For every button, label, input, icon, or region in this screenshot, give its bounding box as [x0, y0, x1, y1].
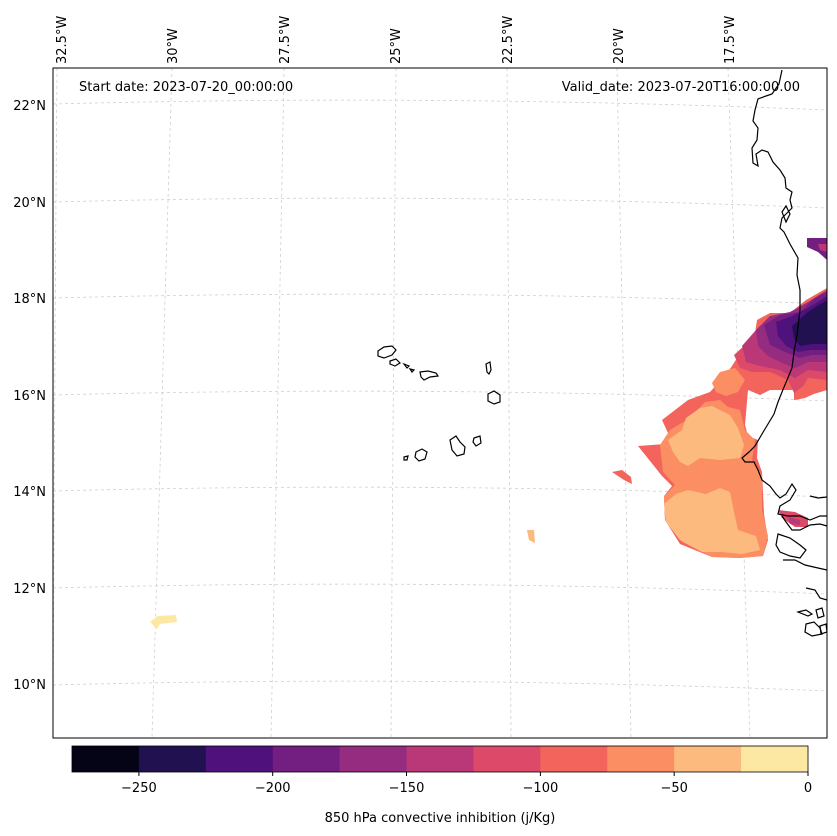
cin-fill-band-75-100 [795, 384, 818, 400]
lon-label: 30°W [166, 28, 181, 64]
lon-label: 22.5°W [501, 16, 516, 64]
colorbar-swatch [741, 746, 809, 772]
colorbar-tick-label: −150 [389, 781, 425, 796]
lat-label: 22°N [13, 99, 46, 114]
lat-label: 10°N [13, 678, 46, 693]
colorbar-swatch [72, 746, 140, 772]
lat-label: 20°N [13, 196, 46, 211]
cin-fill-band-0-25 [150, 615, 177, 629]
lon-label: 20°W [612, 28, 627, 64]
colorbar-swatch [540, 746, 608, 772]
start-date-label: Start date: 2023-07-20_00:00:00 [79, 80, 293, 95]
cin-fill-band-0-25 [527, 530, 535, 543]
lon-label: 32.5°W [55, 16, 70, 64]
map-frame [52, 67, 828, 739]
colorbar-swatch [607, 746, 675, 772]
cin-fill-band-125-150 [818, 244, 827, 252]
colorbar-swatch [473, 746, 541, 772]
valid-date-label: Valid_date: 2023-07-20T16:00:00.00 [562, 80, 800, 95]
cin-fill-band-25-50 [664, 488, 760, 554]
lat-label: 18°N [13, 292, 46, 307]
colorbar-swatches [72, 746, 809, 772]
lat-label: 12°N [13, 582, 46, 597]
colorbar-tick-label: −100 [523, 781, 559, 796]
lat-label: 16°N [13, 389, 46, 404]
colorbar-ticks: −250 −200 −150 −100 −50 0 [121, 772, 812, 796]
lon-label: 17.5°W [723, 16, 738, 64]
cin-fill-band-125-150 [788, 517, 800, 525]
cin-fill-band-25-50 [668, 406, 744, 466]
colorbar-swatch [674, 746, 742, 772]
colorbar-swatch [406, 746, 474, 772]
colorbar-swatch [138, 746, 207, 772]
colorbar-swatch [272, 746, 341, 772]
longitude-labels: 32.5°W 30°W 27.5°W 25°W 22.5°W 20°W 17.5… [55, 16, 738, 64]
colorbar-frame [71, 745, 809, 773]
cin-fill-band-175-200 [807, 238, 827, 260]
colorbar-tick-label: 0 [804, 781, 812, 796]
latitude-labels: 22°N 20°N 18°N 16°N 14°N 12°N 10°N [13, 99, 46, 693]
colorbar-swatch [205, 746, 274, 772]
cin-fill-band-75-100 [612, 470, 632, 484]
lon-label: 27.5°W [278, 16, 293, 64]
graticule [52, 67, 828, 739]
lon-label: 25°W [389, 28, 404, 64]
colorbar-label: 850 hPa convective inhibition (j/Kg) [325, 811, 556, 826]
coastlines [741, 69, 828, 637]
cin-fill-band-50-75 [712, 368, 745, 396]
colorbar-tick-label: −200 [255, 781, 291, 796]
cin-fill-band-225-250 [792, 300, 827, 346]
colorbar-tick-label: −50 [660, 781, 687, 796]
colorbar: −250 −200 −150 −100 −50 0 850 hPa convec… [71, 745, 812, 826]
cape-verde-islands [377, 345, 501, 462]
lat-label: 14°N [13, 485, 46, 500]
colorbar-swatch [339, 746, 408, 772]
colorbar-tick-label: −250 [121, 781, 157, 796]
cin-contour-fills [150, 238, 827, 629]
